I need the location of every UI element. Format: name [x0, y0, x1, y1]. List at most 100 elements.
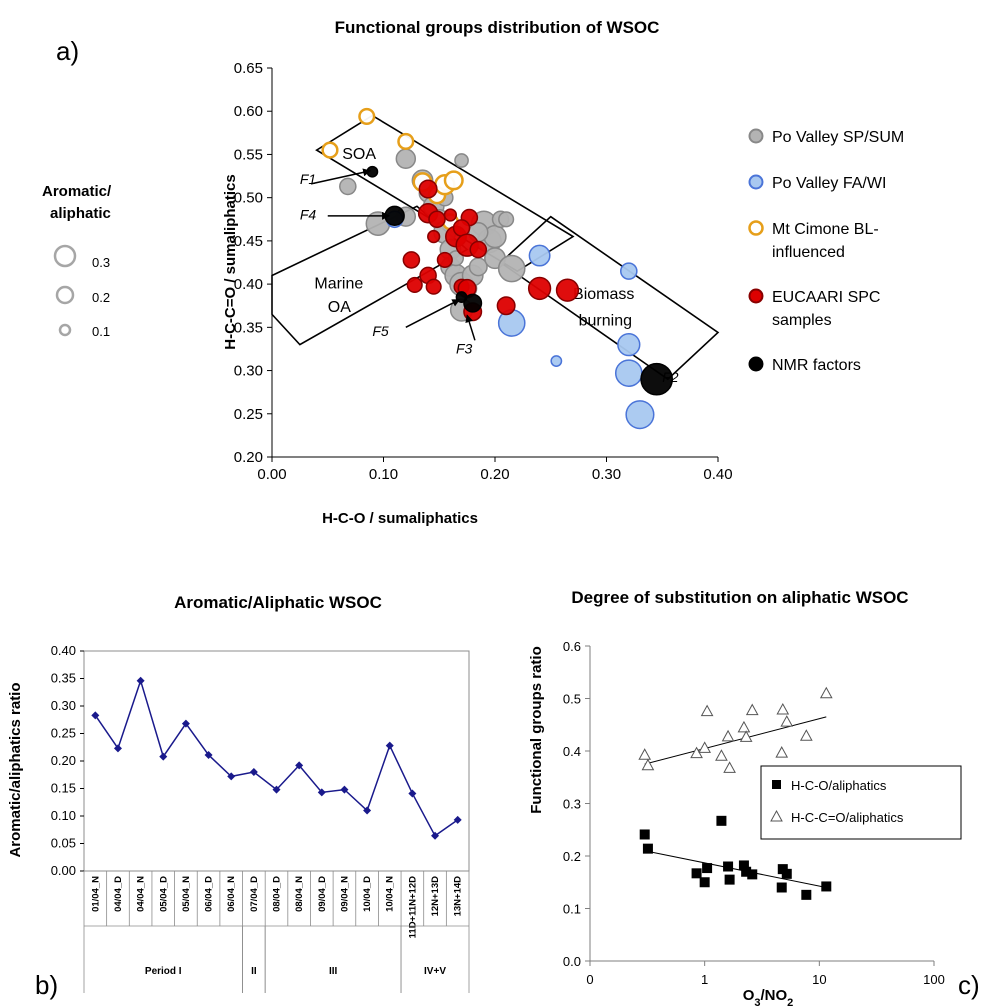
panel-b-category-label: 05/04_D	[158, 876, 169, 912]
panel-a-y-tick-label: 0.40	[234, 276, 263, 293]
panel-a-y-tick-label: 0.60	[234, 103, 263, 120]
region-label-marine-line2: OA	[328, 299, 351, 316]
legend-marker-mt-cimone-bl-influenced	[748, 220, 764, 236]
panel-c-point-hcco	[641, 758, 655, 771]
panel-b-data-point	[340, 785, 349, 794]
point-eucaari-spc-samples	[402, 251, 421, 269]
panel-c-x-tick-label: 0	[586, 972, 593, 987]
region-label-soa: SOA	[342, 146, 376, 163]
panel-c-point-hcco	[638, 748, 652, 760]
panel-c-point-hcco	[776, 703, 790, 715]
size-legend-label-medium: 0.2	[92, 290, 110, 305]
panel-b-data-point	[272, 785, 281, 794]
factor-arrow-f3	[465, 314, 476, 341]
panel-c-letter: c)	[958, 970, 980, 1000]
region-label-biomass-line1: Biomass	[573, 286, 634, 303]
panel-b-category-label: 11D+11N+12D	[407, 876, 418, 938]
legend-label: Po Valley SP/SUM	[772, 129, 904, 146]
panel-c-point-hco	[738, 860, 749, 871]
panel-b-data-point	[159, 752, 168, 761]
panel-b-y-tick-label: 0.25	[51, 726, 76, 741]
legend-label: Mt Cimone BL-	[772, 221, 879, 238]
panel-b-data-point	[385, 741, 394, 750]
panel-b-y-tick-label: 0.30	[51, 698, 76, 713]
panel-b-data-point	[181, 719, 190, 728]
panel-c-point-hcco	[745, 703, 759, 716]
panel-a-x-tick-label: 0.00	[257, 466, 286, 483]
panel-c-point-hco	[723, 861, 734, 872]
panel-c-point-hcco	[799, 729, 813, 741]
panel-b-category-label: 12N+13D	[430, 876, 441, 917]
size-legend-title-line2: aliphatic	[50, 205, 111, 222]
panel-b-period-label: IV+V	[424, 966, 446, 977]
point-po-valley-sp-sum	[498, 211, 515, 228]
panel-c-legend-box	[760, 765, 962, 840]
panel-b-category-label: 08/04_D	[272, 876, 283, 912]
point-eucaari-spc-samples	[406, 276, 423, 294]
panel-b-y-tick-label: 0.35	[51, 671, 76, 686]
panel-a-y-tick-label: 0.35	[234, 319, 263, 336]
panel-a-x-tick-label: 0.30	[592, 466, 621, 483]
panel-c-point-hcco	[775, 746, 789, 758]
point-eucaari-spc-samples	[418, 179, 438, 199]
panel-c-legend-label: H-C-C=O/aliphatics	[791, 810, 904, 825]
panel-b-category-label: 08/04_N	[294, 876, 305, 912]
point-eucaari-spc-samples	[443, 208, 458, 222]
panel-b-period-label: III	[329, 966, 338, 977]
panel-b-data-point	[91, 711, 100, 720]
panel-b-y-axis-title: Aromatic/aliphatics ratio	[7, 682, 24, 857]
panel-b-category-label: 09/04_D	[317, 876, 328, 912]
region-label-marine-line1: Marine	[314, 275, 363, 292]
panel-a-title: Functional groups distribution of WSOC	[335, 18, 660, 37]
panel-c-point-hco	[691, 868, 702, 879]
point-po-valley-sp-sum	[395, 148, 417, 169]
point-eucaari-spc-samples	[425, 278, 442, 295]
size-legend-title-line1: Aromatic/	[42, 183, 112, 200]
panel-c-point-hcco	[739, 730, 753, 742]
panel-b-period-label: Period I	[145, 966, 182, 977]
panel-b-y-tick-label: 0.15	[51, 781, 76, 796]
panel-c-x-tick-label: 1	[701, 972, 708, 987]
legend-marker-nmr-factors	[748, 356, 764, 372]
point-mt-cimone-bl-influenced	[358, 107, 376, 125]
legend-marker-eucaari-spc-samples	[748, 288, 764, 304]
point-eucaari-spc-samples	[496, 296, 516, 316]
panel-a-y-tick-label: 0.55	[234, 146, 263, 163]
size-legend-marker-small	[58, 323, 72, 337]
factor-arrow-f5	[405, 299, 461, 328]
point-eucaari-spc-samples	[428, 210, 446, 229]
point-mt-cimone-bl-influenced	[443, 170, 464, 191]
point-po-valley-fa-wi	[617, 332, 641, 357]
panel-c-point-hcco	[700, 704, 714, 717]
point-nmr-factors	[640, 362, 674, 396]
panel-b-y-tick-label: 0.05	[51, 836, 76, 851]
panel-c-point-hco	[741, 866, 752, 877]
region-label-biomass-line2: burning	[579, 313, 632, 330]
panel-c-point-hco	[639, 829, 650, 840]
panel-c-point-hcco	[780, 715, 794, 727]
panel-b-category-label: 09/04_N	[339, 876, 350, 912]
panel-c-y-tick-label: 0.4	[563, 744, 581, 759]
panel-c-point-hco	[724, 874, 735, 885]
factor-label-f1: F1	[300, 171, 316, 187]
panel-b-category-label: 06/04_D	[204, 876, 215, 912]
point-eucaari-spc-samples	[427, 229, 441, 244]
panel-a-y-tick-label: 0.65	[234, 60, 263, 77]
legend-label: NMR factors	[772, 357, 861, 374]
panel-c-point-hco	[642, 843, 653, 854]
panel-c-point-hco	[801, 889, 812, 900]
point-po-valley-fa-wi	[620, 262, 638, 280]
panel-c-x-tick-label: 10	[812, 972, 826, 987]
size-legend: Aromatic/ aliphatic 0.3 0.2 0.1	[42, 183, 112, 339]
panel-c-point-hcco	[737, 720, 751, 733]
panel-a-x-tick-label: 0.20	[480, 466, 509, 483]
panel-c-trendline	[644, 850, 827, 888]
panel-c: Degree of substitution on aliphatic WSOC…	[528, 588, 980, 1006]
panel-c-y-tick-label: 0.0	[563, 954, 581, 969]
panel-c-point-hco	[821, 881, 832, 892]
panel-c-plot-area: 0 1 10 100 0.0 0.1 0.2 0.3 0.4 0.5 0.6 H-C-O/alipha…	[563, 639, 962, 987]
point-mt-cimone-bl-influenced	[321, 141, 339, 159]
point-eucaari-spc-samples	[555, 278, 580, 302]
panel-b-series-line	[94, 678, 459, 837]
